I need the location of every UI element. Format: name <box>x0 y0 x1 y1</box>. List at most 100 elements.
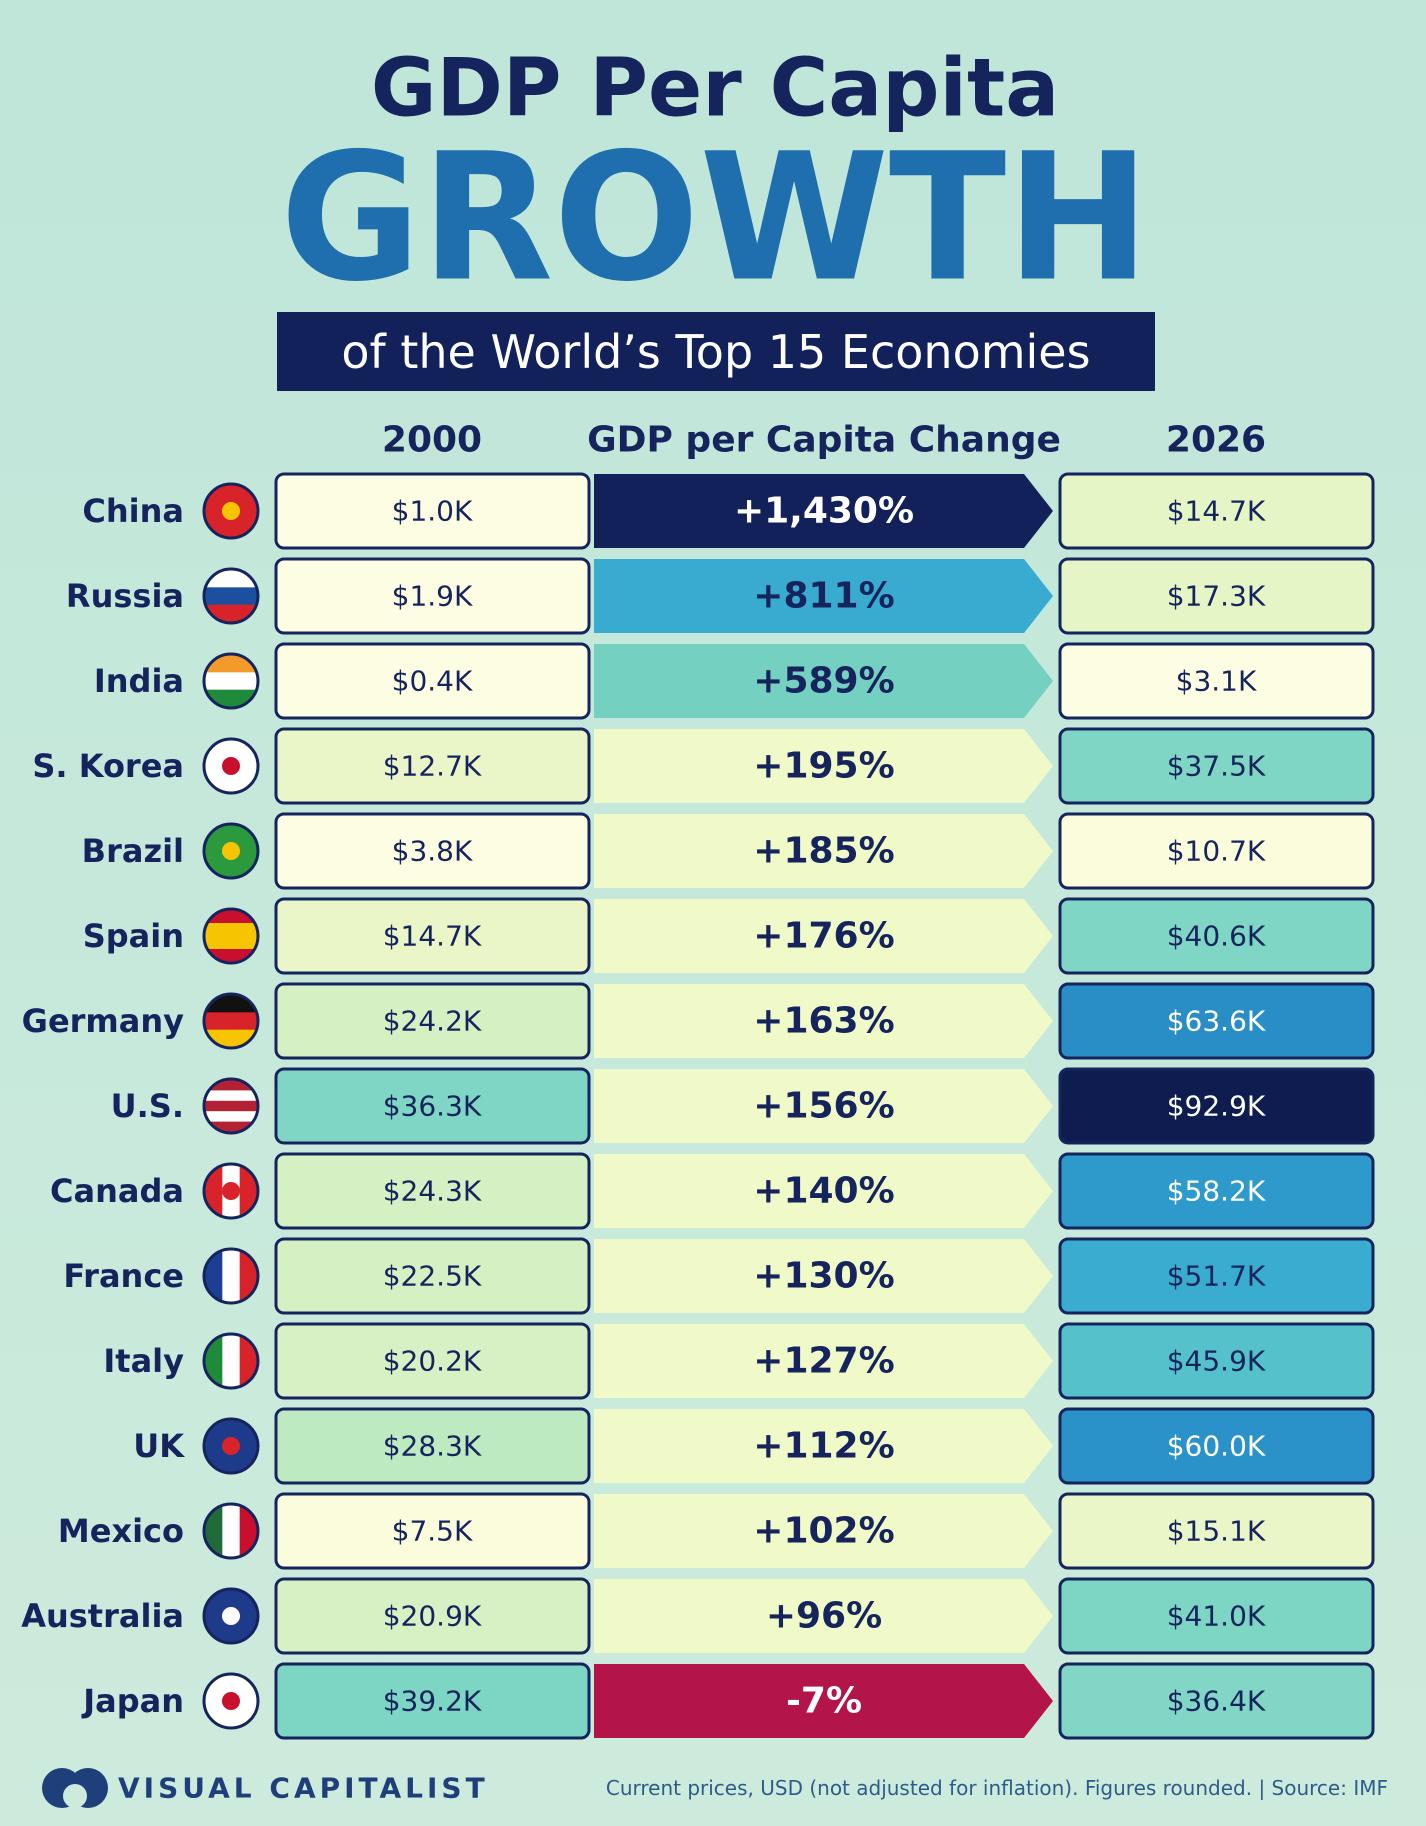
country-name: Germany <box>22 1002 184 1040</box>
flag-border <box>202 907 260 965</box>
flag <box>205 570 257 622</box>
flag-stripe <box>205 655 257 673</box>
flag-stripe <box>205 1012 257 1031</box>
value-2026: $58.2K <box>1167 1175 1266 1208</box>
change-value: +140% <box>753 1171 894 1212</box>
country-name: UK <box>133 1427 185 1465</box>
change-arrow <box>594 1239 1053 1313</box>
cell-2026 <box>1058 812 1375 890</box>
cell-2000 <box>274 727 591 805</box>
flag-border <box>202 567 260 625</box>
change-arrow <box>594 474 1053 548</box>
flag-stripe <box>205 1250 223 1302</box>
value-2026: $17.3K <box>1167 580 1266 613</box>
column-header: GDP per Capita Change <box>587 420 1061 461</box>
value-2026: $60.0K <box>1167 1430 1266 1463</box>
cell-2026 <box>1058 1322 1375 1400</box>
value-2000: $28.3K <box>383 1430 482 1463</box>
flag-border <box>202 1672 260 1730</box>
cell-2026 <box>1058 1492 1375 1570</box>
flag-border <box>202 1247 260 1305</box>
subtitle-banner <box>277 312 1155 391</box>
change-value: +96% <box>766 1596 882 1637</box>
cell-2000 <box>274 1322 591 1400</box>
flag-stripe <box>222 1250 241 1302</box>
flag-border <box>202 1162 260 1220</box>
column-header: 2026 <box>1166 420 1266 461</box>
value-2000: $36.3K <box>383 1090 482 1123</box>
cell-2000 <box>274 1152 591 1230</box>
flag-stripe <box>205 587 257 606</box>
country-name: Russia <box>66 577 184 615</box>
brand-logo <box>42 1768 108 1808</box>
country-name: Japan <box>81 1682 184 1720</box>
flag-stripe <box>222 1505 241 1557</box>
cell-2000 <box>274 982 591 1060</box>
flag-stripe <box>205 1505 223 1557</box>
change-value: +176% <box>753 916 894 957</box>
flag-stripe <box>239 1165 257 1217</box>
flag-stripe <box>205 1335 223 1387</box>
cell-2026 <box>1058 897 1375 975</box>
flag-stripe <box>205 689 257 707</box>
change-arrow <box>594 729 1053 803</box>
value-2026: $37.5K <box>1167 750 1266 783</box>
flag-stripe <box>222 1335 241 1387</box>
flag-stripe <box>239 1505 257 1557</box>
title: GDP Per Capita <box>371 42 1059 135</box>
value-2026: $51.7K <box>1167 1260 1266 1293</box>
flag <box>205 1505 257 1557</box>
flag-emblem <box>222 1607 240 1625</box>
flag <box>205 1590 257 1642</box>
flag <box>205 1250 257 1302</box>
country-name: Australia <box>21 1597 184 1635</box>
flag-emblem <box>222 502 240 520</box>
cell-2000 <box>274 472 591 550</box>
cell-2000 <box>274 1237 591 1315</box>
flag-emblem <box>222 1437 240 1455</box>
value-2000: $39.2K <box>383 1685 482 1718</box>
cell-2026 <box>1058 1152 1375 1230</box>
flag-emblem <box>222 842 240 860</box>
flag-border <box>202 822 260 880</box>
cell-2000 <box>274 557 591 635</box>
change-arrow <box>594 1324 1053 1398</box>
change-value: +156% <box>753 1086 894 1127</box>
country-name: Canada <box>50 1172 184 1210</box>
value-2000: $24.3K <box>383 1175 482 1208</box>
cell-2000 <box>274 642 591 720</box>
country-name: China <box>82 492 184 530</box>
flag-emblem <box>222 757 240 775</box>
flag-stripe <box>205 936 257 950</box>
flag-border <box>202 1587 260 1645</box>
country-name: India <box>94 662 184 700</box>
value-2000: $14.7K <box>383 920 482 953</box>
value-2000: $24.2K <box>383 1005 482 1038</box>
cell-2026 <box>1058 1662 1375 1740</box>
change-value: +102% <box>753 1511 894 1552</box>
flag-stripe <box>205 923 257 937</box>
flag-border <box>202 1332 260 1390</box>
flag <box>205 1335 257 1387</box>
flag <box>205 995 257 1047</box>
flag <box>205 740 257 792</box>
flag-border <box>202 1417 260 1475</box>
flag-emblem <box>222 1182 240 1200</box>
change-arrow <box>594 1494 1053 1568</box>
value-2026: $40.6K <box>1167 920 1266 953</box>
change-arrow <box>594 899 1053 973</box>
change-arrow <box>594 984 1053 1058</box>
cell-2000 <box>274 812 591 890</box>
cell-2000 <box>274 1492 591 1570</box>
flag-emblem <box>222 1692 240 1710</box>
value-2026: $45.9K <box>1167 1345 1266 1378</box>
flag <box>205 1165 257 1217</box>
flag-border <box>202 1502 260 1560</box>
flag-border <box>202 482 260 540</box>
footer-note: Current prices, USD (not adjusted for in… <box>606 1776 1388 1800</box>
value-2000: $20.9K <box>383 1600 482 1633</box>
change-value: +811% <box>753 576 894 617</box>
value-2000: $1.9K <box>392 580 473 613</box>
